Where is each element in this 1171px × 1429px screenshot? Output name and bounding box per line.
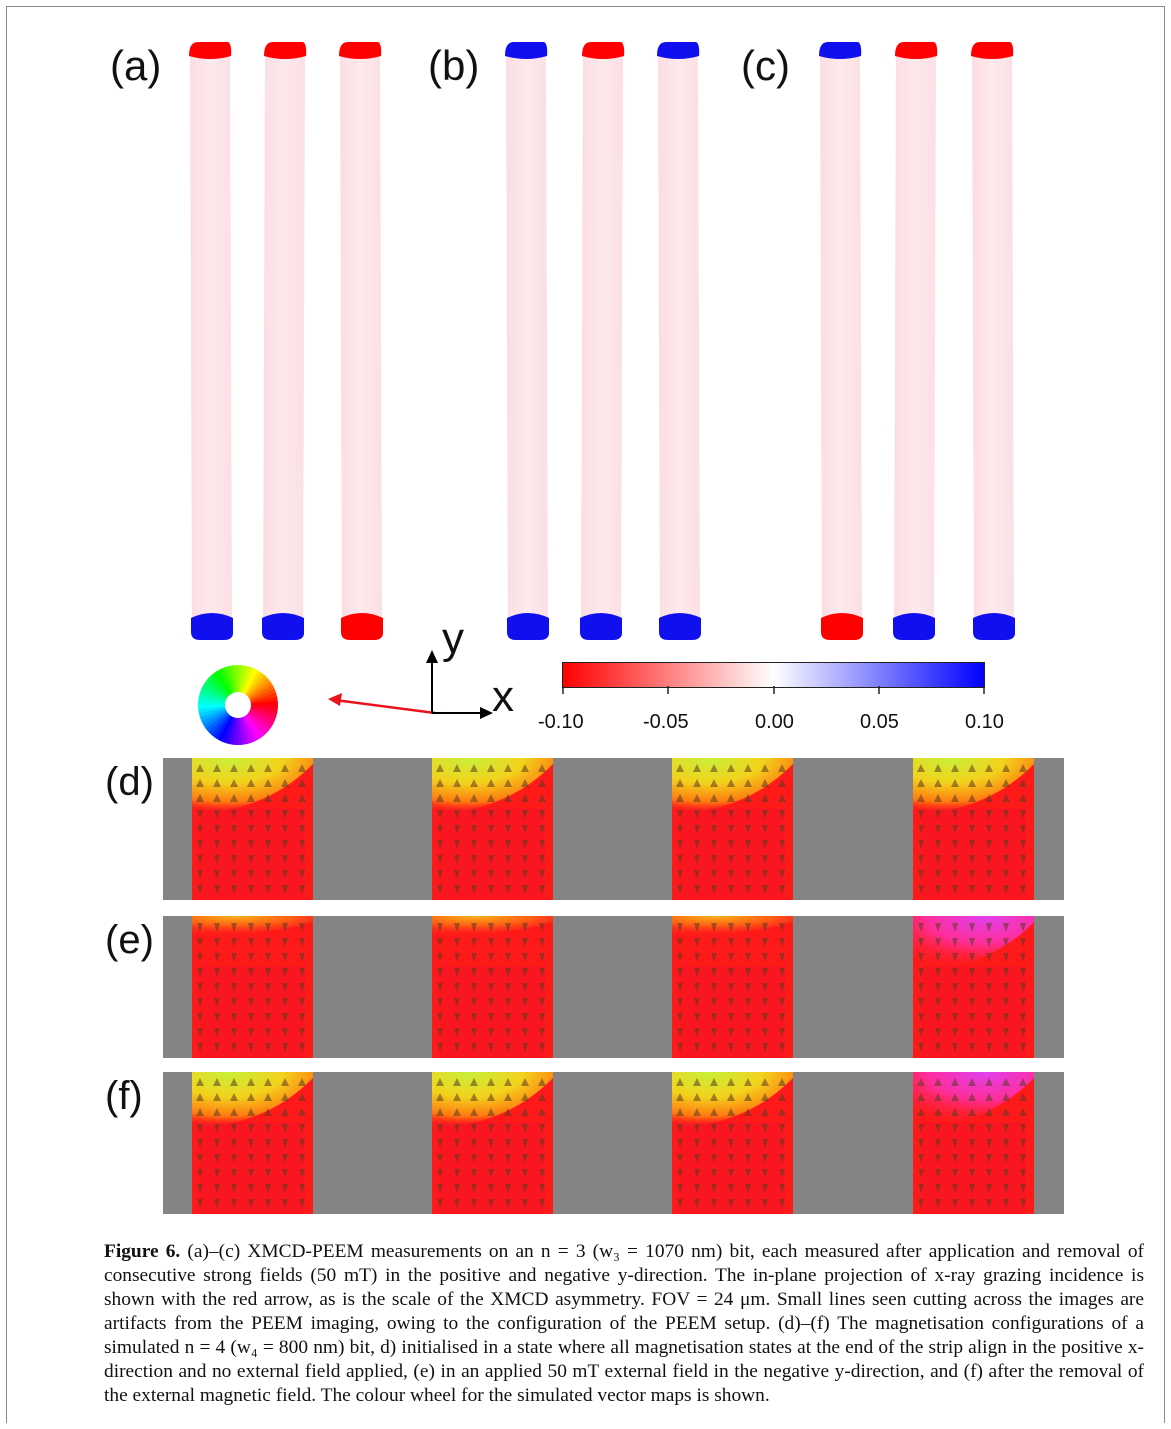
sim-strip	[192, 1072, 313, 1214]
sim-label-d: (d)	[105, 760, 154, 804]
caption-text: (a)–(c) XMCD-PEEM measurements on an n =…	[104, 1241, 1144, 1406]
sim-strip	[432, 1072, 553, 1214]
sim-strip	[432, 758, 553, 900]
strip-bottom-domain	[262, 613, 304, 640]
sim-panel-f	[163, 1072, 1064, 1214]
panel-label-a: (a)	[110, 42, 162, 89]
y-axis-label: y	[442, 614, 464, 663]
colorbar-tick-label: -0.05	[643, 711, 689, 733]
colorbar-ticks	[562, 686, 985, 694]
strip-bottom-domain	[821, 613, 863, 640]
xmcd-strip-images	[189, 42, 1015, 640]
strip-top-domain	[971, 42, 1014, 59]
colour-wheel	[198, 665, 278, 745]
strip-bottom-domain	[973, 613, 1015, 640]
strip-top-domain	[505, 42, 548, 59]
xmcd-strip	[189, 42, 233, 640]
strip-bottom-domain	[893, 613, 935, 640]
strip-bottom-domain	[507, 613, 549, 640]
sim-strip	[913, 916, 1034, 1058]
strip-bottom-domain	[580, 613, 622, 640]
sim-strip	[913, 758, 1034, 900]
xmcd-strip	[893, 42, 938, 640]
strip-bottom-domain	[659, 613, 701, 640]
xmcd-strip	[971, 42, 1015, 640]
sim-strip	[672, 758, 793, 900]
xmcd-strip	[505, 42, 549, 640]
sim-strip	[913, 1072, 1034, 1214]
xmcd-strip	[339, 42, 383, 640]
colorbar	[562, 662, 985, 688]
colorbar-tick-label: 0.00	[755, 711, 794, 733]
simulation-vector-maps	[163, 758, 1064, 1214]
xmcd-strip	[580, 42, 625, 640]
strip-top-domain	[189, 42, 232, 59]
strip-top-domain	[895, 42, 938, 59]
sim-strip	[192, 916, 313, 1058]
sim-label-e: (e)	[105, 918, 154, 962]
xmcd-strip	[262, 42, 307, 640]
xmcd-strip	[657, 42, 701, 640]
strip-bottom-domain	[191, 613, 233, 640]
sim-panel-d	[163, 758, 1064, 900]
xmcd-strip	[819, 42, 863, 640]
strip-top-domain	[264, 42, 307, 59]
strip-top-domain	[657, 42, 700, 59]
panel-label-b: (b)	[428, 42, 480, 89]
strip-top-domain	[819, 42, 862, 59]
figure-frame	[6, 6, 1165, 1423]
strip-top-domain	[582, 42, 625, 59]
sim-strip	[192, 758, 313, 900]
sim-strip	[672, 1072, 793, 1214]
colorbar-tick-label: 0.10	[965, 711, 1004, 733]
strip-bottom-domain	[341, 613, 383, 640]
sim-panel-e	[163, 916, 1064, 1058]
panel-label-c: (c)	[741, 42, 790, 89]
sim-strip	[672, 916, 793, 1058]
colorbar-tick-label: 0.05	[860, 711, 899, 733]
axes-and-incidence-arrow	[328, 650, 493, 719]
sim-label-f: (f)	[105, 1074, 143, 1118]
caption-label: Figure 6.	[104, 1241, 181, 1262]
strip-top-domain	[339, 42, 382, 59]
sim-strip	[432, 916, 553, 1058]
colorbar-tick-label: -0.10	[538, 711, 584, 733]
figure-caption: Figure 6. (a)–(c) XMCD-PEEM measurements…	[104, 1240, 1144, 1408]
x-axis-label: x	[492, 672, 514, 721]
